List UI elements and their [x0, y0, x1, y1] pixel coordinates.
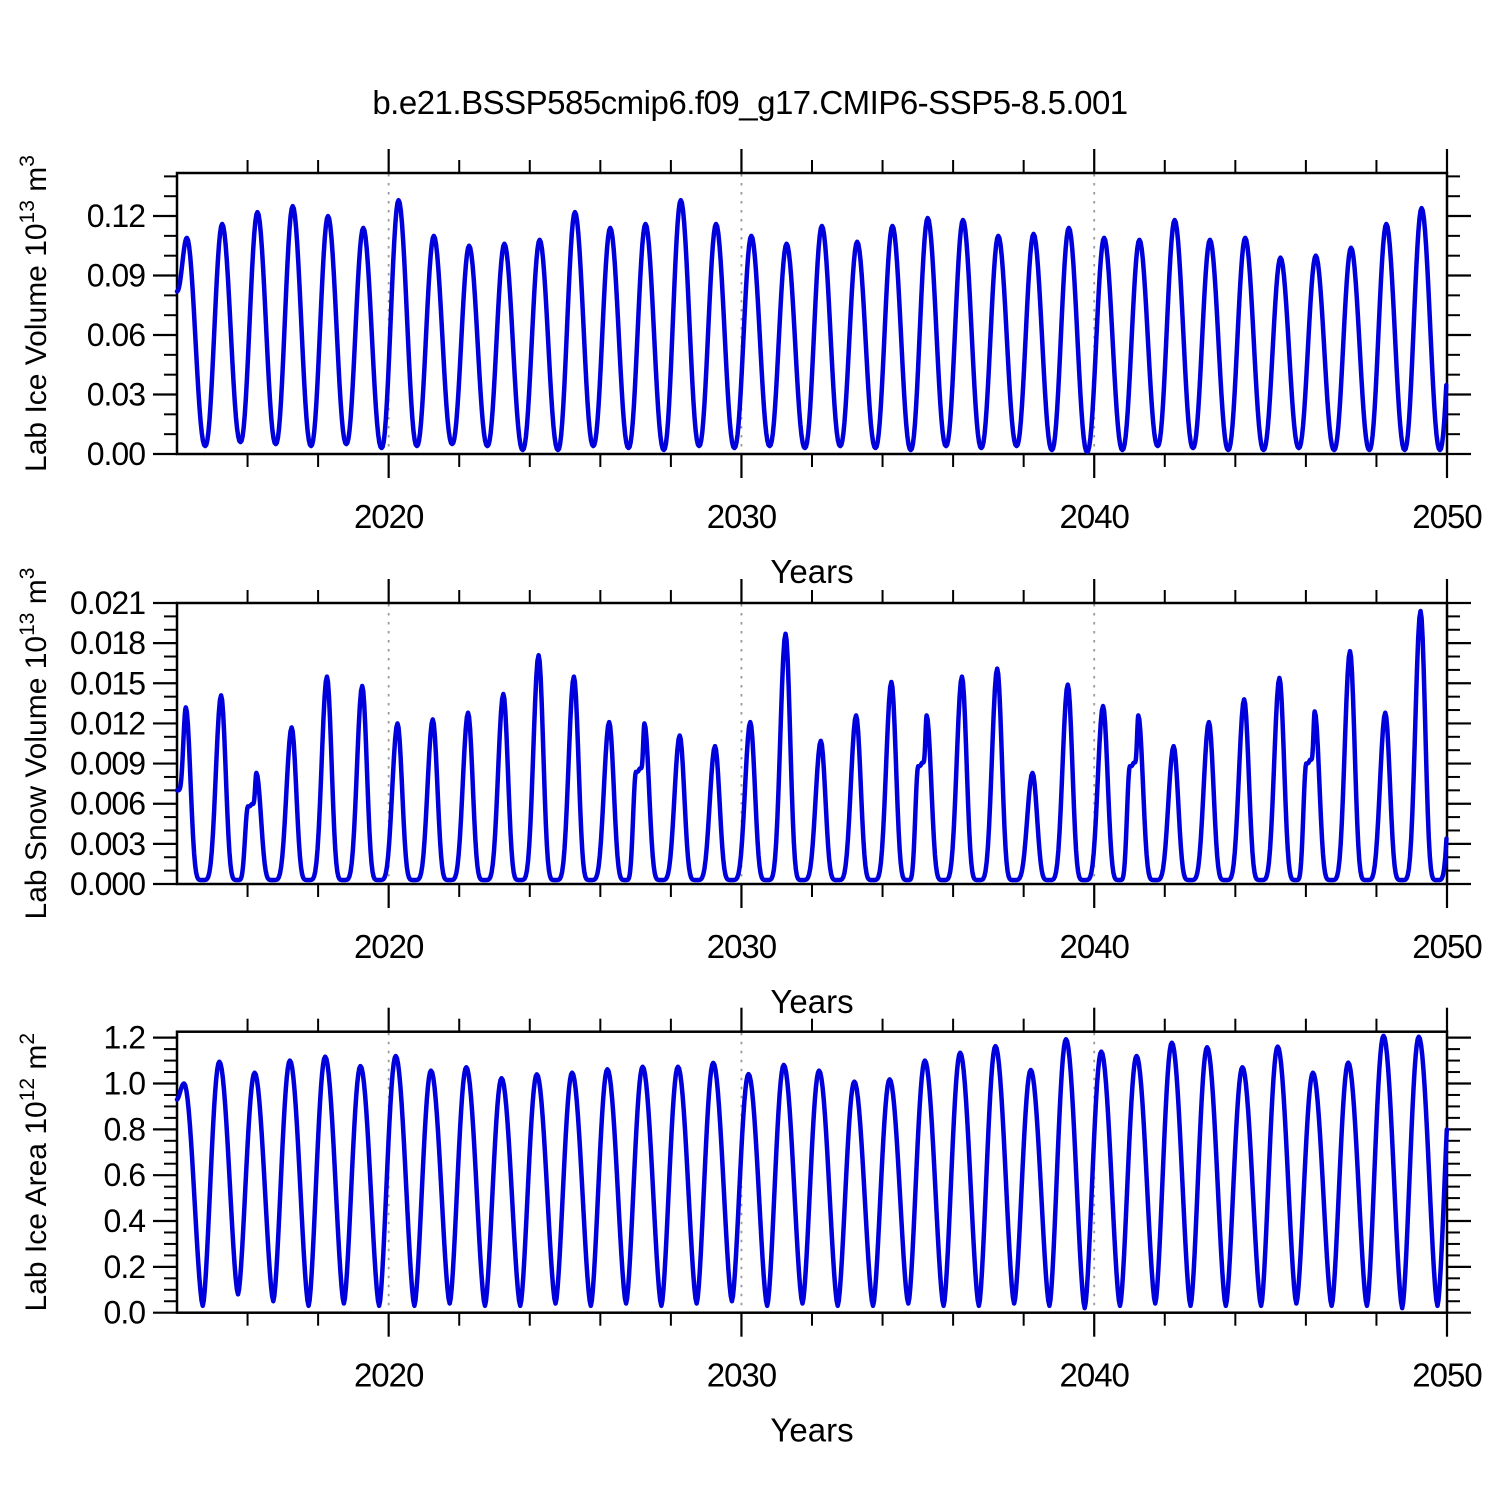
y-axis-title: Lab Snow Volume 1013 m3 [16, 568, 53, 920]
x-axis-title: Years [770, 553, 853, 590]
y-axis-title: Lab Ice Area 1012 m2 [16, 1033, 53, 1312]
y-tick-label: 0.015 [70, 665, 145, 701]
x-tick-label: 2030 [707, 928, 777, 965]
y-tick-label: 0.00 [87, 436, 145, 472]
x-tick-label: 2030 [707, 498, 777, 535]
data-series-line [174, 197, 1449, 455]
y-tick-label: 0.09 [87, 258, 145, 294]
x-axis-title: Years [770, 1412, 853, 1449]
data-series-line [174, 1033, 1450, 1311]
y-tick-label: 0.000 [70, 866, 145, 902]
y-tick-label: 0.018 [70, 625, 145, 661]
y-tick-label: 0.021 [70, 585, 145, 621]
x-tick-label: 2040 [1060, 1357, 1130, 1394]
y-tick-label: 0.06 [87, 317, 145, 353]
chart-title: b.e21.BSSP585cmip6.f09_g17.CMIP6-SSP5-8.… [372, 84, 1128, 121]
x-tick-label: 2020 [354, 498, 424, 535]
data-series-line [174, 608, 1449, 883]
x-tick-label: 2050 [1412, 1357, 1482, 1394]
panel-lab-snow-volume: 2020 2030 2040 2050 Years 0.000 0.003 0.006 0.00… [16, 568, 1483, 1020]
x-axis-title: Years [770, 983, 853, 1020]
y-tick-label: 0.03 [87, 377, 145, 413]
panel-lab-ice-area: 2020 2030 2040 2050 Years 0.0 0.2 0.4 0.6 0.8 1.0 1… [16, 1007, 1483, 1449]
x-tick-label: 2040 [1060, 498, 1130, 535]
y-tick-label: 0.012 [70, 705, 145, 741]
y-tick-label: 1.0 [104, 1065, 146, 1101]
x-tick-label: 2040 [1060, 928, 1130, 965]
y-tick-label: 0.003 [70, 826, 145, 862]
panel-lab-ice-volume: 2020 2030 2040 2050 Years 0.00 0.03 0.06 0.09 0.1… [16, 149, 1483, 590]
x-tick-label: 2050 [1412, 928, 1482, 965]
y-tick-label: 0.4 [104, 1203, 146, 1239]
x-tick-label: 2050 [1412, 498, 1482, 535]
x-tick-label: 2020 [354, 928, 424, 965]
y-tick-label: 0.12 [87, 198, 145, 234]
y-tick-label: 0.8 [104, 1111, 146, 1147]
y-tick-label: 0.2 [104, 1249, 146, 1285]
y-tick-label: 0.006 [70, 786, 145, 822]
y-tick-label: 0.009 [70, 746, 145, 782]
y-tick-label: 0.0 [104, 1295, 146, 1331]
y-tick-label: 0.6 [104, 1157, 146, 1193]
x-tick-label: 2030 [707, 1357, 777, 1394]
y-axis-title: Lab Ice Volume 1013 m3 [16, 155, 53, 472]
y-tick-label: 1.2 [104, 1020, 146, 1056]
x-tick-label: 2020 [354, 1357, 424, 1394]
